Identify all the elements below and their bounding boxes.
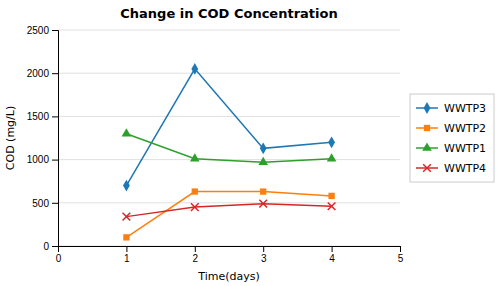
tick-mark <box>52 160 58 161</box>
legend-marker <box>424 125 430 131</box>
point <box>123 234 129 240</box>
point <box>328 193 334 199</box>
point <box>328 136 335 148</box>
tick-mark <box>126 246 127 252</box>
legend-marker <box>424 102 431 114</box>
legend-label: WWTP3 <box>444 102 486 115</box>
x-axis: 0 1 2 3 4 5 <box>56 246 404 264</box>
legend-item: WWTP2 <box>416 122 486 135</box>
tick-label: 3 <box>261 253 267 264</box>
grid-line <box>58 30 400 31</box>
axis-domain <box>52 31 59 247</box>
point <box>123 180 130 192</box>
legend-marker <box>423 164 431 172</box>
tick: 1500 <box>27 111 58 122</box>
legend-label: WWTP4 <box>444 162 486 175</box>
tick-mark <box>52 246 58 247</box>
point <box>191 63 198 75</box>
tick: 2500 <box>27 25 58 36</box>
legend-item: WWTP3 <box>416 102 486 115</box>
grid <box>58 30 400 246</box>
chart: 0 1 2 3 4 5 0 500 1000 1500 2000 2500 Change in COD … <box>0 0 500 286</box>
tick-label: 0 <box>43 241 49 252</box>
tick: 1000 <box>27 154 58 165</box>
axis-domain <box>59 247 401 253</box>
title: Change in COD Concentration <box>120 6 337 21</box>
point <box>122 128 132 136</box>
point <box>190 153 200 161</box>
tick-mark <box>52 30 58 31</box>
tick-label: 500 <box>32 198 49 209</box>
tick-mark <box>52 116 58 117</box>
grid-line <box>58 202 400 203</box>
tick: 0 <box>43 241 58 252</box>
tick: 0 <box>56 246 62 264</box>
tick-label: 5 <box>398 253 404 264</box>
tick-mark <box>263 246 264 252</box>
legend-label: WWTP1 <box>444 142 486 155</box>
marks <box>122 63 337 241</box>
legend-item: WWTP1 <box>416 142 486 155</box>
tick: 2000 <box>27 68 58 79</box>
tick-label: 0 <box>56 253 62 264</box>
tick-mark <box>52 203 58 204</box>
legend-label: WWTP2 <box>444 122 486 135</box>
point <box>191 203 199 211</box>
legend-marker <box>422 142 432 150</box>
series-line <box>126 69 331 186</box>
tick: 1 <box>124 246 130 264</box>
y-axis: 0 500 1000 1500 2000 2500 <box>27 25 59 252</box>
tick-label: 2500 <box>27 25 50 36</box>
legend-item: WWTP4 <box>416 162 486 175</box>
point <box>123 213 131 221</box>
tick: 2 <box>193 246 199 264</box>
point <box>192 188 198 194</box>
tick-label: 1000 <box>27 154 50 165</box>
series-line <box>126 204 331 217</box>
tick: 3 <box>261 246 267 264</box>
grid-line <box>58 116 400 117</box>
plot-area: 0 1 2 3 4 5 0 500 1000 1500 2000 2500 <box>27 25 404 264</box>
point <box>259 200 267 208</box>
tick-label: 1 <box>124 253 130 264</box>
point <box>258 157 268 165</box>
tick: 500 <box>32 198 58 209</box>
tick: 4 <box>329 246 335 264</box>
tick-mark <box>52 73 58 74</box>
grid-line <box>58 73 400 74</box>
point <box>260 188 266 194</box>
tick-label: 4 <box>329 253 335 264</box>
tick: 5 <box>398 246 404 264</box>
x-axis-title: Time(days) <box>197 270 259 283</box>
tick-label: 1500 <box>27 111 50 122</box>
legend: WWTP3 WWTP2 WWTP1 WWTP4 <box>410 94 494 182</box>
tick-mark <box>195 246 196 252</box>
series-line <box>126 134 331 163</box>
series-line <box>126 192 331 238</box>
legend-frame <box>410 94 494 182</box>
tick-mark <box>400 246 401 252</box>
tick-mark <box>332 246 333 252</box>
point <box>328 202 336 210</box>
point <box>327 153 337 161</box>
tick-label: 2 <box>193 253 199 264</box>
y-axis-title: COD (mg/L) <box>4 106 17 170</box>
tick-label: 2000 <box>27 68 50 79</box>
point <box>260 142 267 154</box>
